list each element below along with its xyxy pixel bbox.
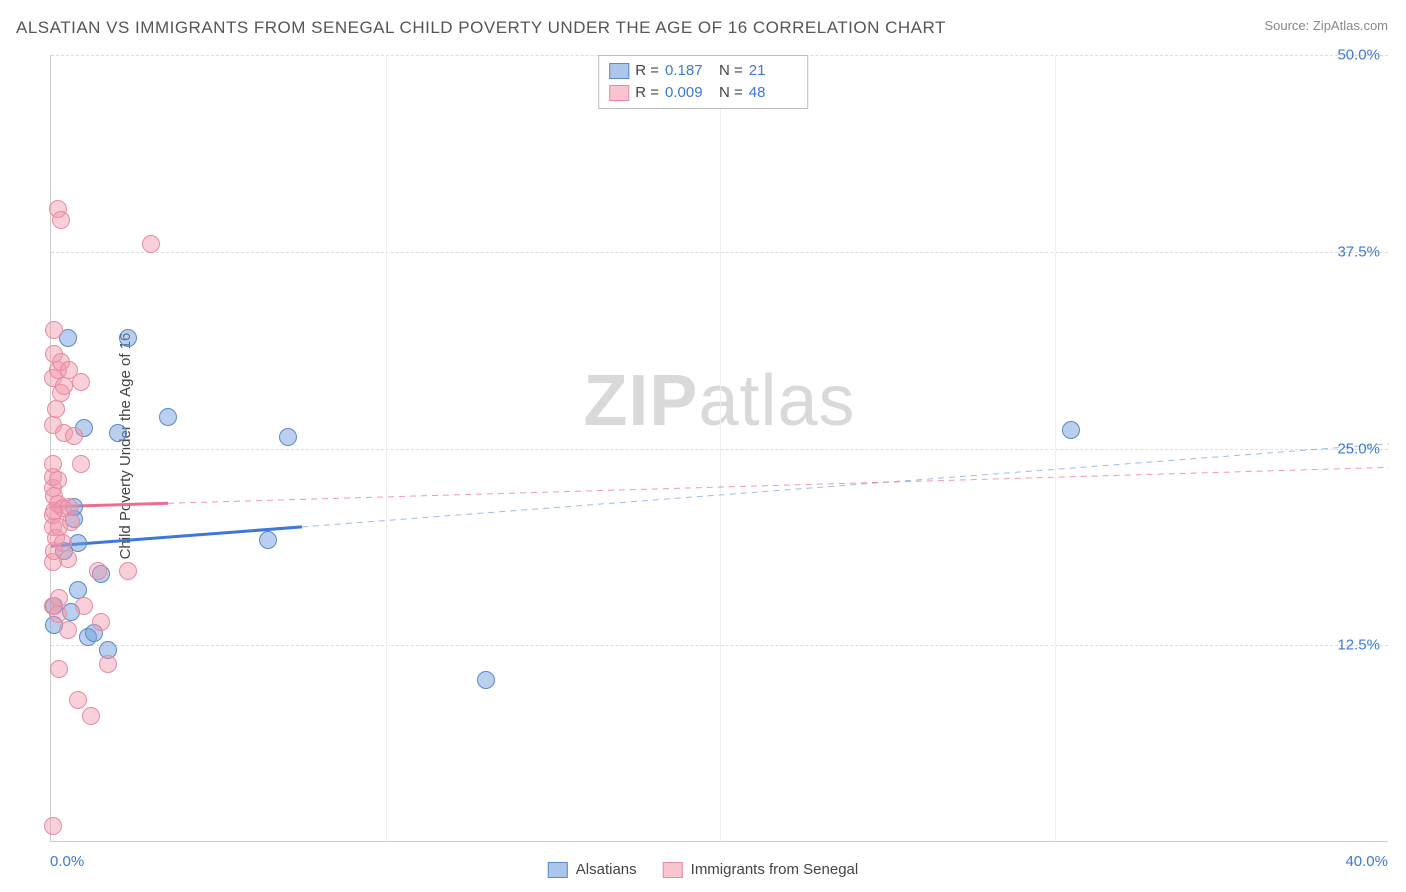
data-point (72, 455, 90, 473)
swatch-icon (609, 63, 629, 79)
stat-value: 0.009 (665, 82, 713, 104)
data-point (109, 424, 127, 442)
legend-series: Alsatians Immigrants from Senegal (548, 861, 858, 878)
stat-value: 21 (749, 60, 797, 82)
x-tick-label: 0.0% (50, 853, 84, 870)
source-label: Source: ZipAtlas.com (1264, 18, 1388, 33)
chart-plot-area: ZIPatlas 12.5%25.0%37.5%50.0% (50, 55, 1388, 842)
swatch-icon (663, 862, 683, 878)
data-point (62, 513, 80, 531)
data-point (259, 531, 277, 549)
legend-item: Immigrants from Senegal (663, 861, 859, 878)
swatch-icon (548, 862, 568, 878)
data-point (75, 597, 93, 615)
data-point (279, 428, 297, 446)
legend-stat-row: R = 0.009 N = 48 (609, 82, 797, 104)
trendlines (51, 55, 1389, 842)
data-point (119, 329, 137, 347)
data-point (50, 589, 68, 607)
legend-item: Alsatians (548, 861, 637, 878)
stat-value: 0.187 (665, 60, 713, 82)
legend-stat-row: R = 0.187 N = 21 (609, 60, 797, 82)
data-point (59, 550, 77, 568)
data-point (49, 471, 67, 489)
chart-title: ALSATIAN VS IMMIGRANTS FROM SENEGAL CHIL… (16, 18, 946, 38)
data-point (99, 655, 117, 673)
x-tick-label: 40.0% (1345, 853, 1388, 870)
data-point (72, 373, 90, 391)
stat-label: N = (719, 82, 743, 104)
swatch-icon (609, 85, 629, 101)
data-point (89, 562, 107, 580)
stat-label: N = (719, 60, 743, 82)
data-point (92, 613, 110, 631)
data-point (55, 377, 73, 395)
data-point (65, 427, 83, 445)
data-point (82, 707, 100, 725)
legend-label: Immigrants from Senegal (691, 861, 859, 878)
data-point (1062, 421, 1080, 439)
data-point (142, 235, 160, 253)
data-point (50, 660, 68, 678)
data-point (119, 562, 137, 580)
legend-stats: R = 0.187 N = 21 R = 0.009 N = 48 (598, 55, 808, 109)
data-point (47, 400, 65, 418)
data-point (45, 321, 63, 339)
data-point (59, 621, 77, 639)
data-point (477, 671, 495, 689)
data-point (159, 408, 177, 426)
stat-value: 48 (749, 82, 797, 104)
stat-label: R = (635, 82, 659, 104)
legend-label: Alsatians (576, 861, 637, 878)
data-point (52, 211, 70, 229)
data-point (69, 691, 87, 709)
stat-label: R = (635, 60, 659, 82)
data-point (44, 817, 62, 835)
